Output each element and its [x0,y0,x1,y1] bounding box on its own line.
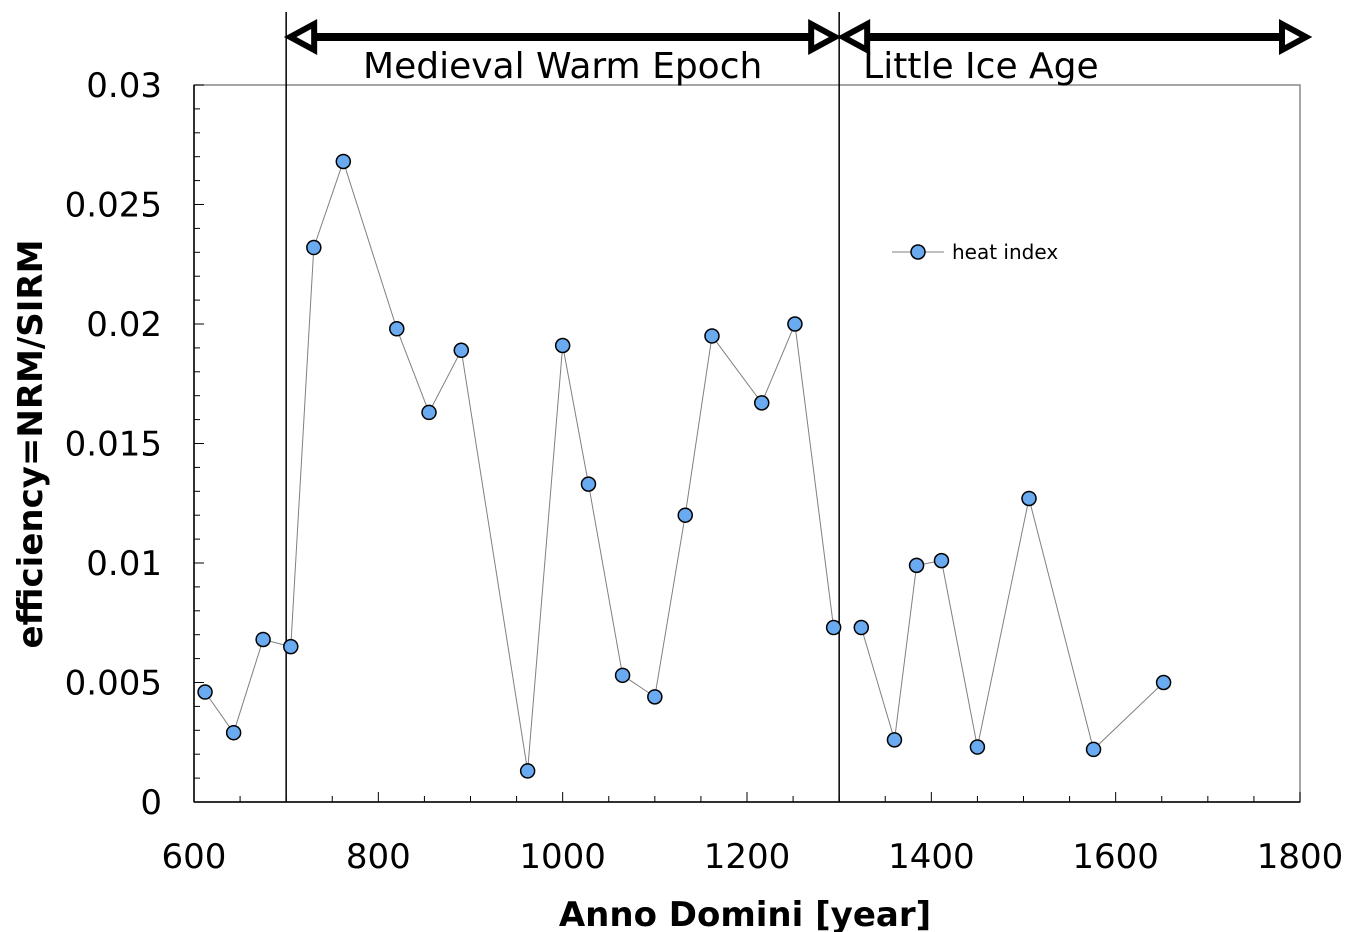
data-point [554,337,571,354]
x-tick-label: 1800 [1257,837,1344,877]
plot-frame [193,84,1301,803]
period-label: Little Ice Age [863,46,1099,87]
y-tick-label: 0.005 [65,664,162,704]
period-labels: Medieval Warm Epoch Little Ice Age [363,46,1099,87]
period-arrow-head [1279,18,1313,56]
legend: heat index [892,240,1058,264]
y-tick-label: 0.025 [65,186,162,226]
data-point [580,476,597,492]
x-tick-label: 1200 [704,837,791,877]
data-point [969,739,986,755]
data-point [787,316,803,332]
x-tick-label: 800 [346,837,411,877]
y-axis-title: efficiency=NRM/SIRM [11,240,51,649]
data-point [389,321,405,337]
data-point [1085,741,1102,758]
legend-marker [910,244,926,260]
y-tick-label: 0.01 [86,544,162,584]
data-point [825,619,842,636]
y-tick-label: 0.02 [86,305,162,345]
data-point [306,239,322,256]
series-line [860,498,1164,751]
data-point [519,763,536,779]
data-point [753,395,770,411]
period-arrow-head [836,18,871,56]
data-point [453,342,470,359]
data-point [647,689,663,705]
data-point [197,684,213,700]
plot-area-border [193,84,1301,803]
x-tick-label: 600 [162,837,227,877]
data-point [1155,674,1172,691]
period-boundary-lines [285,12,840,802]
data-point [255,631,271,648]
y-tick-label: 0 [140,783,162,823]
data-point [1021,490,1037,507]
y-tick-label: 0.03 [86,66,162,106]
x-tick-label: 1600 [1072,837,1159,877]
data-point [283,638,299,655]
data-point [933,552,950,569]
period-label: Medieval Warm Epoch [363,46,762,87]
x-axis-ticks: 600 800 1000 1200 1400 1600 1800 [162,792,1344,877]
x-tick-label: 1000 [519,837,606,877]
data-point [677,507,693,523]
series-line [204,159,835,771]
data-point [614,667,631,684]
series-points [197,153,1172,779]
data-point [335,153,352,170]
y-axis-ticks: 0 0.005 0.01 0.015 0.02 0.025 0.03 [65,66,204,823]
data-point [853,619,870,636]
period-arrow-head [808,18,842,56]
x-axis-title: Anno Domini [year] [559,895,931,932]
period-arrows [283,18,1313,56]
data-point [908,557,925,574]
data-point [421,404,437,421]
legend-label: heat index [952,240,1058,264]
data-point [886,732,903,748]
y-tick-label: 0.015 [65,425,162,465]
x-tick-label: 1400 [888,837,975,877]
data-point [704,328,720,344]
period-arrow-head [283,18,318,56]
data-point [225,724,242,741]
